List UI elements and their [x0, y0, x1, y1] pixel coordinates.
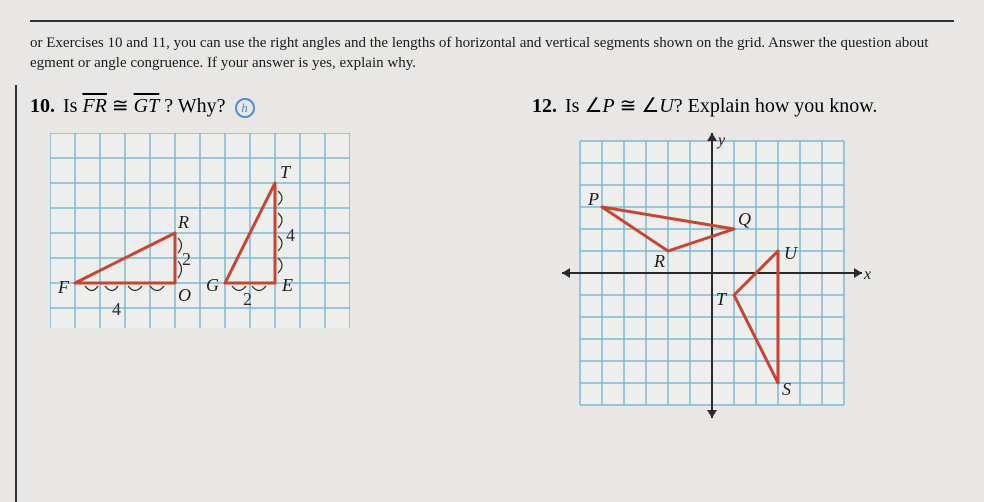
q12-number: 12.: [532, 95, 557, 118]
q10-grid: [50, 133, 350, 328]
q12-figure: x y P R Q T U S: [552, 133, 954, 423]
label-f: F: [57, 277, 70, 297]
label-u: U: [784, 243, 798, 263]
q10-figure: F R O 2 4 G E T 2 4: [50, 133, 452, 333]
q10-text: Is FR ≅ GT ? Why? h: [63, 93, 255, 118]
hand-2b: 2: [243, 289, 252, 309]
label-o: O: [178, 285, 191, 305]
problem-12: 12. Is ∠P ≅ ∠U? Explain how you know.: [532, 93, 954, 423]
label-g: G: [206, 275, 219, 295]
label-s: S: [782, 379, 791, 399]
instructions-text: or Exercises 10 and 11, you can use the …: [30, 34, 954, 73]
hand-4a: 4: [112, 299, 121, 319]
label-r12: R: [653, 251, 665, 271]
label-r: R: [177, 212, 189, 232]
label-e: E: [281, 275, 293, 295]
label-q: Q: [738, 209, 751, 229]
axis-x-label: x: [863, 266, 871, 283]
axis-y-label: y: [716, 133, 726, 149]
problem-10: 10. Is FR ≅ GT ? Why? h: [30, 93, 452, 423]
label-p: P: [587, 189, 599, 209]
hint-icon[interactable]: h: [235, 98, 255, 118]
q10-number: 10.: [30, 95, 55, 118]
instructions-line2: egment or angle congruence. If your answ…: [30, 55, 416, 71]
hand-4b: 4: [286, 225, 295, 245]
q12-text: Is ∠P ≅ ∠U? Explain how you know.: [565, 93, 877, 118]
instructions-line1: or Exercises 10 and 11, you can use the …: [30, 35, 928, 51]
hand-2a: 2: [182, 249, 191, 269]
